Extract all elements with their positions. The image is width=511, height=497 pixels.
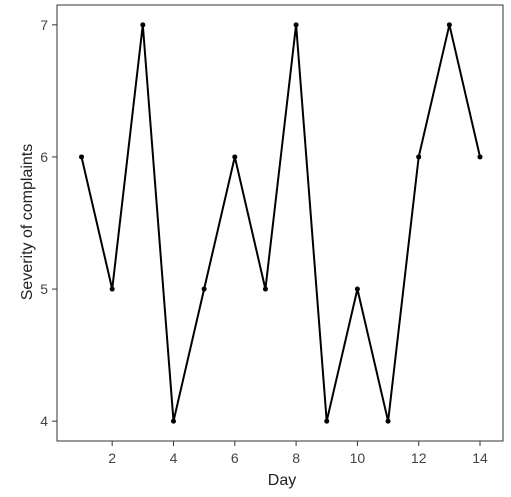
data-point [262, 286, 268, 292]
data-point [201, 286, 207, 292]
y-axis-label: Severity of complaints [19, 144, 36, 301]
series-group [79, 22, 483, 424]
x-axis-label: Day [268, 472, 296, 489]
x-tick-label: 14 [472, 450, 488, 466]
data-point [354, 286, 360, 292]
x-axis: 2 4 6 8 10 12 14 [108, 441, 488, 466]
series-line [80, 24, 481, 422]
x-tick-label: 10 [350, 450, 366, 466]
data-point [232, 154, 238, 160]
x-tick-label: 12 [411, 450, 427, 466]
plot-frame [56, 4, 504, 442]
y-tick-label: 7 [40, 17, 48, 33]
data-point [477, 154, 483, 160]
x-tick-label: 6 [231, 450, 239, 466]
data-point [385, 418, 391, 424]
x-tick-label: 4 [170, 450, 178, 466]
data-point [170, 418, 176, 424]
data-point [140, 22, 146, 28]
y-axis: 4 5 6 7 [40, 17, 57, 429]
x-tick-label: 8 [292, 450, 300, 466]
data-point [416, 154, 422, 160]
data-point [109, 286, 115, 292]
y-tick-label: 6 [40, 149, 48, 165]
data-point [446, 22, 452, 28]
data-point [324, 418, 330, 424]
y-tick-label: 4 [40, 413, 48, 429]
x-tick-label: 2 [108, 450, 116, 466]
y-tick-label: 5 [40, 281, 48, 297]
data-point [293, 22, 299, 28]
data-point [79, 154, 85, 160]
